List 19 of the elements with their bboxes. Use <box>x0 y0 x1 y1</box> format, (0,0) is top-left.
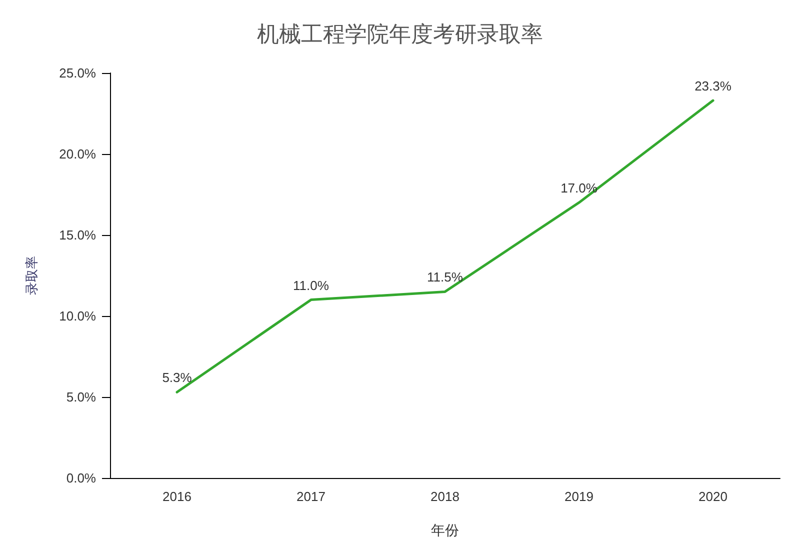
y-tick-label: 5.0% <box>66 390 96 404</box>
x-tick-label: 2016 <box>162 489 192 504</box>
chart-title: 机械工程学院年度考研录取率 <box>257 22 543 46</box>
data-label: 17.0% <box>560 180 598 196</box>
y-axis-title: 录取率 <box>24 256 39 295</box>
x-tick-label: 2020 <box>698 489 728 504</box>
data-label: 11.0% <box>293 278 330 293</box>
x-tick-label: 2018 <box>430 489 460 504</box>
y-tick-label: 25.0% <box>59 66 96 80</box>
y-tick-label: 10.0% <box>59 308 96 324</box>
data-label: 5.3% <box>162 370 192 386</box>
y-tick-label: 0.0% <box>66 470 96 486</box>
x-axis-title: 年份 <box>431 522 459 538</box>
data-label: 11.5% <box>427 270 464 285</box>
y-tick-label: 15.0% <box>59 228 96 242</box>
y-tick-label: 20.0% <box>59 146 96 162</box>
data-label: 23.3% <box>694 78 732 94</box>
x-tick-label: 2019 <box>564 489 594 504</box>
x-tick-label: 2017 <box>296 489 326 504</box>
